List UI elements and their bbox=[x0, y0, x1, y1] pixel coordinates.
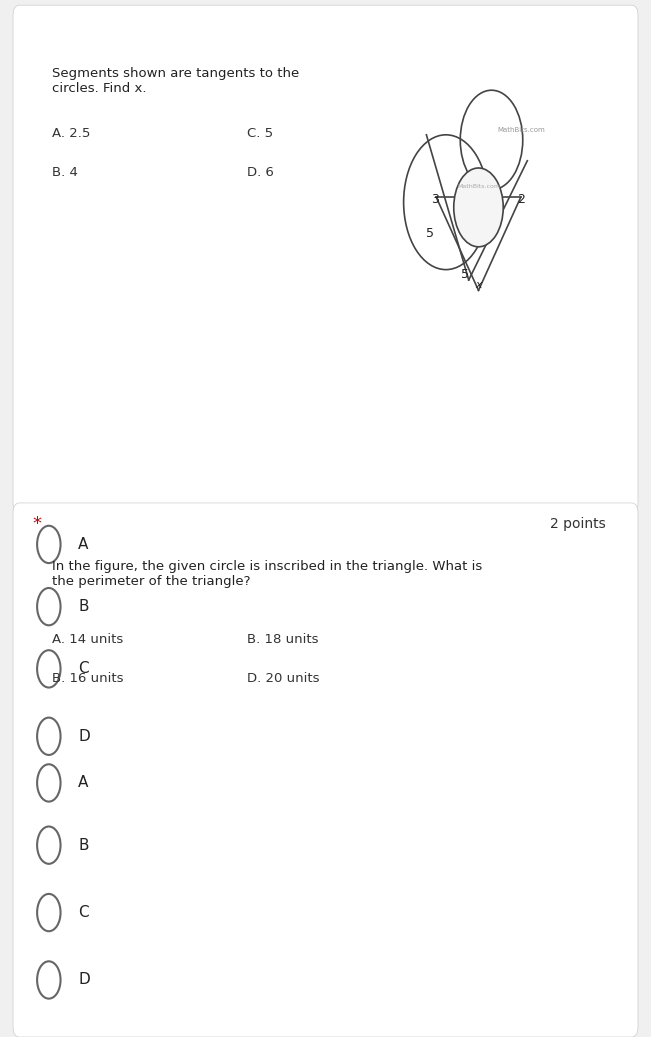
Text: D. 6: D. 6 bbox=[247, 166, 274, 179]
Text: In the figure, the given circle is inscribed in the triangle. What is
the perime: In the figure, the given circle is inscr… bbox=[52, 560, 482, 588]
Circle shape bbox=[454, 168, 503, 247]
Text: B. 16 units: B. 16 units bbox=[52, 672, 124, 685]
Text: A: A bbox=[78, 776, 89, 790]
Text: A. 2.5: A. 2.5 bbox=[52, 127, 90, 140]
Text: B. 18 units: B. 18 units bbox=[247, 633, 319, 646]
Text: C: C bbox=[78, 662, 89, 676]
Text: x: x bbox=[475, 280, 482, 290]
Text: MathBits.com: MathBits.com bbox=[457, 185, 500, 189]
Text: 3: 3 bbox=[431, 193, 439, 205]
FancyBboxPatch shape bbox=[13, 503, 638, 1037]
Text: A. 14 units: A. 14 units bbox=[52, 633, 123, 646]
Text: 5: 5 bbox=[462, 269, 469, 281]
FancyBboxPatch shape bbox=[13, 5, 638, 513]
Text: *: * bbox=[33, 514, 42, 533]
Text: B: B bbox=[78, 838, 89, 852]
Text: C: C bbox=[78, 905, 89, 920]
Text: D: D bbox=[78, 973, 90, 987]
Text: MathBits.com: MathBits.com bbox=[497, 127, 545, 133]
Text: 2 points: 2 points bbox=[549, 516, 605, 531]
Text: D. 20 units: D. 20 units bbox=[247, 672, 320, 685]
Text: A: A bbox=[78, 537, 89, 552]
Text: Segments shown are tangents to the
circles. Find x.: Segments shown are tangents to the circl… bbox=[52, 67, 299, 95]
Text: D: D bbox=[78, 729, 90, 744]
Text: 2: 2 bbox=[517, 193, 525, 205]
Text: B. 4: B. 4 bbox=[52, 166, 78, 179]
Text: C. 5: C. 5 bbox=[247, 127, 273, 140]
Text: B: B bbox=[78, 599, 89, 614]
Text: 5: 5 bbox=[426, 227, 434, 240]
